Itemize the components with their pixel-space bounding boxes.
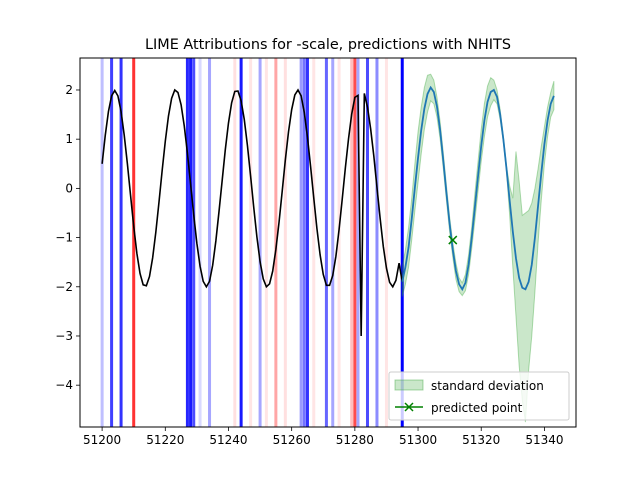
history-series-line <box>101 88 404 336</box>
attribution-band-13 <box>264 58 268 427</box>
y-tick-label-6: −4 <box>55 378 73 392</box>
y-tick-label-1: 1 <box>65 132 73 146</box>
series-lines <box>101 85 555 336</box>
x-tick-label-5: 51300 <box>399 433 437 447</box>
std-band-layer <box>401 73 555 423</box>
std-deviation-band <box>401 73 555 423</box>
attribution-band-23 <box>350 58 354 427</box>
attribution-band-9 <box>233 58 237 427</box>
legend-std-label: standard deviation <box>431 379 544 393</box>
attribution-band-25 <box>356 58 360 427</box>
y-tick-label-4: −2 <box>55 280 73 294</box>
legend-box <box>388 371 570 421</box>
attribution-band-7 <box>198 58 202 427</box>
plot-area <box>100 58 555 427</box>
x-tick-label-7: 51340 <box>525 433 563 447</box>
attribution-band-6 <box>192 58 196 427</box>
attribution-band-16 <box>299 58 303 427</box>
plot-frame <box>79 57 577 428</box>
attribution-band-28 <box>384 58 388 427</box>
attribution-band-20 <box>324 58 328 427</box>
attribution-band-21 <box>331 58 335 427</box>
attribution-band-3 <box>132 58 136 427</box>
attribution-band-22 <box>337 58 341 427</box>
attribution-band-17 <box>302 58 306 427</box>
attribution-band-10 <box>239 58 243 427</box>
x-axis: 51200 51220 51240 51260 51280 51300 51320 51340 <box>83 427 564 447</box>
y-tick-label-5: −3 <box>55 329 73 343</box>
x-tick-label-0: 51200 <box>83 433 121 447</box>
x-tick-label-6: 51320 <box>462 433 500 447</box>
x-tick-label-4: 51280 <box>336 433 374 447</box>
predicted-point-layer <box>448 235 458 245</box>
attribution-band-24 <box>353 58 357 427</box>
predicted-point-marker <box>448 235 458 245</box>
attribution-band-4 <box>185 58 189 427</box>
attribution-band-19 <box>312 58 316 427</box>
attribution-band-8 <box>208 58 212 427</box>
legend-point-marker <box>404 402 414 412</box>
attribution-band-2 <box>119 58 123 427</box>
y-tick-label-3: −1 <box>55 231 73 245</box>
attribution-band-26 <box>365 58 369 427</box>
legend-std-swatch <box>394 379 424 391</box>
attribution-band-15 <box>283 58 287 427</box>
attribution-bands <box>100 58 404 427</box>
x-tick-label-2: 51240 <box>209 433 247 447</box>
attribution-band-18 <box>305 58 309 427</box>
x-tick-label-1: 51220 <box>146 433 184 447</box>
chart-title: LIME Attributions for -scale, prediction… <box>145 37 511 53</box>
attribution-band-11 <box>249 58 253 427</box>
attribution-band-27 <box>375 58 379 427</box>
y-tick-label-0: 2 <box>65 83 73 97</box>
y-tick-label-2: 0 <box>65 181 73 195</box>
legend: standard deviation predicted point <box>388 371 570 421</box>
x-tick-label-3: 51260 <box>273 433 311 447</box>
y-axis: 2 1 0 −1 −2 −3 −4 <box>55 83 80 392</box>
legend-point-label: predicted point <box>431 401 523 415</box>
attribution-band-12 <box>258 58 262 427</box>
attribution-band-1 <box>110 58 114 427</box>
attribution-band-5 <box>189 58 193 427</box>
attribution-band-0 <box>100 58 104 427</box>
forecast-series-line <box>401 85 555 292</box>
